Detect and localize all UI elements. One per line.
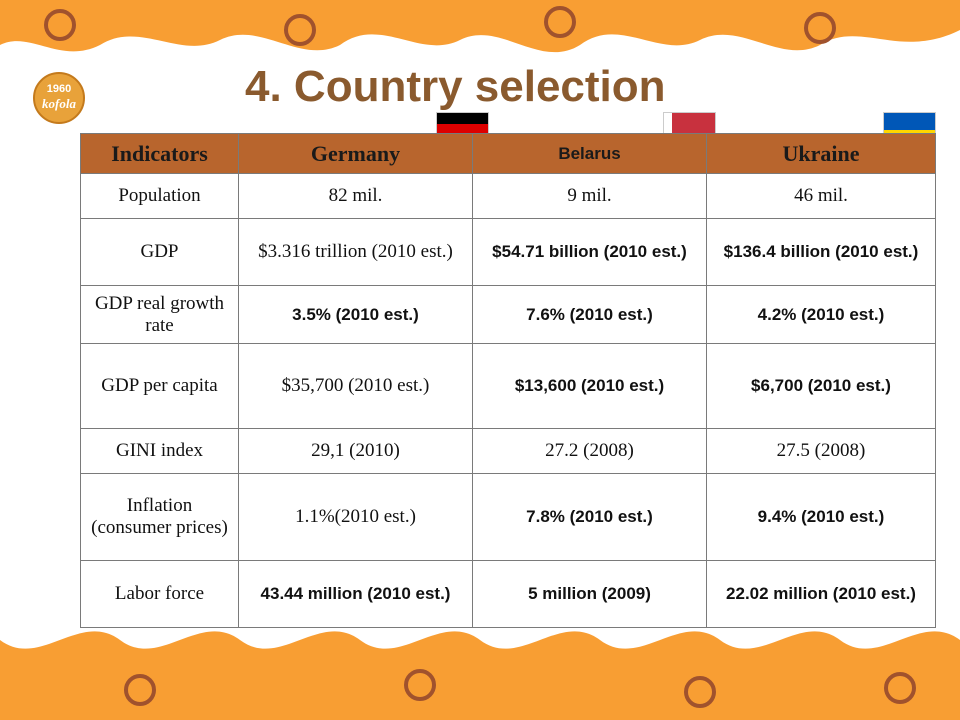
cell: $13,600 (2010 est.) xyxy=(472,343,707,429)
cell: GDP xyxy=(80,218,239,286)
row: GDP per capita $35,700 (2010 est.) $13,600… xyxy=(80,343,936,429)
header-row: Indicators Germany Belarus Ukraine xyxy=(80,133,936,174)
cell: 5 million (2009) xyxy=(472,560,707,628)
cell: 27.2 (2008) xyxy=(472,428,707,474)
cell: 7.8% (2010 est.) xyxy=(472,473,707,561)
cell: 9.4% (2010 est.) xyxy=(706,473,936,561)
header-cell: Indicators xyxy=(80,133,239,174)
table: Indicators Germany Belarus Ukraine Populatio… xyxy=(80,133,936,628)
cell: Inflation (consumer prices) xyxy=(80,473,239,561)
cell: Population xyxy=(80,173,239,219)
cell: 22.02 million (2010 est.) xyxy=(706,560,936,628)
cell: 3.5% (2010 est.) xyxy=(238,285,473,344)
cell: GDP real growth rate xyxy=(80,285,239,344)
cell: 9 mil. xyxy=(472,173,707,219)
header-cell: Germany xyxy=(238,133,473,174)
cell: 4.2% (2010 est.) xyxy=(706,285,936,344)
cell: $35,700 (2010 est.) xyxy=(238,343,473,429)
cell: 7.6% (2010 est.) xyxy=(472,285,707,344)
row: GINI index 29,1 (2010) 27.2 (2008) 27.5 (20… xyxy=(80,428,936,474)
row: Inflation (consumer prices) 1.1%(2010 est… xyxy=(80,473,936,561)
title: 4. Country selection xyxy=(245,62,666,111)
cell: 46 mil. xyxy=(706,173,936,219)
row: GDP real growth rate 3.5% (2010 est.) 7.6%… xyxy=(80,285,936,344)
cell: $54.71 billion (2010 est.) xyxy=(472,218,707,286)
row: GDP $3.316 trillion (2010 est.) $54.71 bil… xyxy=(80,218,936,286)
logo-brand: kofola xyxy=(42,96,76,111)
logo-year: 1960 xyxy=(46,83,72,95)
cell: 82 mil. xyxy=(238,173,473,219)
header-cell: Ukraine xyxy=(706,133,936,174)
cell: $6,700 (2010 est.) xyxy=(706,343,936,429)
cell: GINI index xyxy=(80,428,239,474)
cell: 43.44 million (2010 est.) xyxy=(238,560,473,628)
logo: 1960 kofola xyxy=(33,72,85,124)
cell: 29,1 (2010) xyxy=(238,428,473,474)
cell: $3.316 trillion (2010 est.) xyxy=(238,218,473,286)
row: Population 82 mil. 9 mil. 46 mil. xyxy=(80,173,936,219)
cell: GDP per capita xyxy=(80,343,239,429)
cell: Labor force xyxy=(80,560,239,628)
cell: $136.4 billion (2010 est.) xyxy=(706,218,936,286)
header-cell: Belarus xyxy=(472,133,707,174)
cell: 1.1%(2010 est.) xyxy=(238,473,473,561)
cell: 27.5 (2008) xyxy=(706,428,936,474)
row: Labor force 43.44 million (2010 est.) 5 mi… xyxy=(80,560,936,628)
